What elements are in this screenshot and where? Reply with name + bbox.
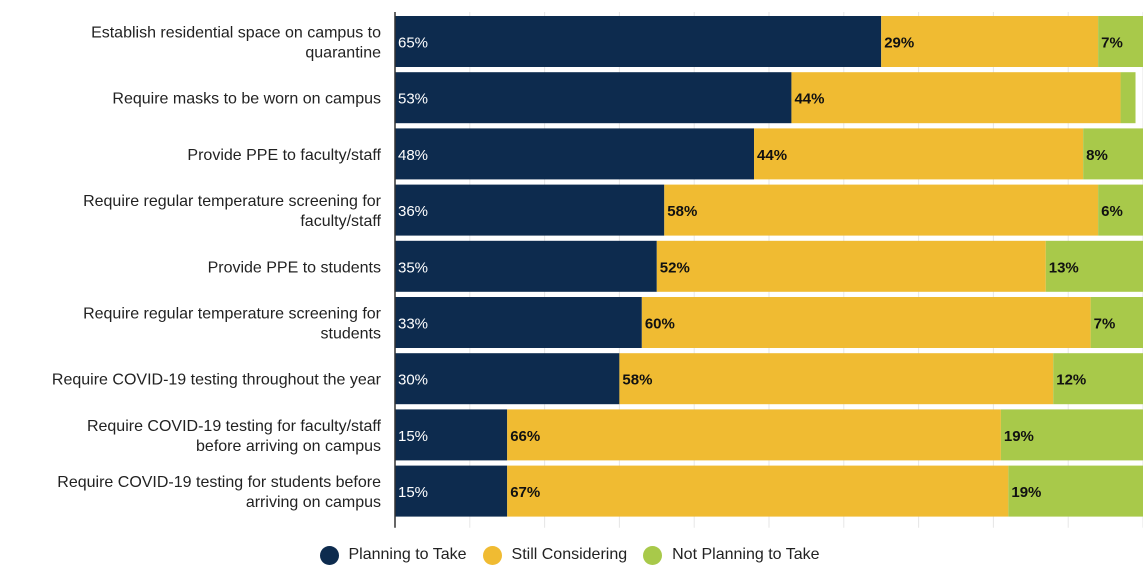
bar-value-label: 48%	[398, 147, 428, 164]
category-label-line: Require COVID-19 testing throughout the …	[52, 372, 382, 389]
bar-not-planning-segment	[1008, 465, 1143, 517]
bar-value-label: 15%	[398, 484, 428, 501]
legend-swatch-planning	[319, 545, 339, 565]
bar-value-label: 6%	[1101, 203, 1123, 220]
bar-value-label: 7%	[1094, 316, 1116, 333]
category-label-line: students	[321, 326, 381, 343]
bar-value-label: 52%	[660, 259, 690, 276]
bar-value-label: 35%	[398, 259, 428, 276]
category-label-line: Establish residential space on campus to	[91, 25, 381, 42]
legend-label-planning: Planning to Take	[348, 546, 467, 563]
bar-value-label: 15%	[398, 428, 428, 445]
category-label-line: Require regular temperature screening fo…	[83, 193, 382, 210]
bar-considering-segment	[641, 297, 1091, 348]
bar-not-planning-segment	[1098, 184, 1143, 236]
bar-planning-segment	[395, 465, 508, 517]
bar-value-label: 65%	[398, 35, 428, 52]
bar-not-planning-segment	[1045, 240, 1143, 292]
bar-value-label: 44%	[757, 147, 787, 164]
legend-item-planning: Planning to Take	[319, 545, 467, 565]
category-label: Provide PPE to students	[208, 259, 381, 276]
bar-considering-segment	[656, 240, 1046, 292]
bar-planning-segment	[395, 72, 792, 124]
bar-value-label: 60%	[645, 316, 675, 333]
bars: 65% 29% 7% 53% 44% 48% 44% 8% 36% 58% 6% 35% 52% 13% 3…	[395, 16, 1143, 517]
bar-considering-segment	[754, 128, 1084, 180]
category-label: Establish residential space on campus to…	[91, 25, 381, 62]
bar-value-label: 66%	[510, 428, 540, 445]
bar-not-planning-segment	[1053, 353, 1143, 405]
legend-item-not-planning: Not Planning to Take	[643, 545, 820, 565]
legend-swatch-considering	[482, 545, 502, 565]
category-label: Provide PPE to faculty/staff	[187, 147, 381, 164]
bar-planning-segment	[395, 184, 665, 236]
bar-planning-segment	[395, 128, 755, 180]
bar-considering-segment	[881, 16, 1099, 67]
bar-value-label: 44%	[794, 91, 824, 108]
category-label-line: Require COVID-19 testing for faculty/sta…	[87, 418, 382, 435]
bar-considering-segment	[664, 184, 1099, 236]
category-label-line: Provide PPE to faculty/staff	[187, 147, 381, 164]
bar-not-planning-segment	[1083, 128, 1143, 180]
bar-considering-segment	[507, 409, 1001, 461]
bar-value-label: 53%	[398, 91, 428, 108]
bar-value-label: 8%	[1086, 147, 1108, 164]
category-label: Require regular temperature screening fo…	[83, 306, 382, 343]
bar-value-label: 67%	[510, 484, 540, 501]
legend-label-not-planning: Not Planning to Take	[672, 546, 820, 563]
bar-planning-segment	[395, 240, 657, 292]
bar-planning-segment	[395, 16, 882, 67]
legend-item-considering: Still Considering	[482, 545, 628, 565]
bar-not-planning-segment	[1000, 409, 1143, 461]
category-label-line: before arriving on campus	[196, 438, 381, 455]
category-label: Require COVID-19 testing throughout the …	[52, 372, 382, 389]
category-label-line: Require COVID-19 testing for students be…	[57, 474, 381, 491]
bar-value-label: 33%	[398, 316, 428, 333]
category-label: Require masks to be worn on campus	[112, 91, 381, 108]
category-label-line: arriving on campus	[246, 494, 381, 511]
bar-planning-segment	[395, 353, 620, 405]
bar-planning-segment	[395, 297, 642, 348]
category-label: Require regular temperature screening fo…	[83, 193, 382, 230]
bar-not-planning-segment	[1120, 72, 1136, 124]
bar-considering-segment	[791, 72, 1121, 124]
bar-value-label: 58%	[667, 203, 697, 220]
bar-value-label: 30%	[398, 372, 428, 389]
bar-not-planning-segment	[1090, 297, 1143, 348]
category-label-line: Require masks to be worn on campus	[112, 91, 381, 108]
bar-value-label: 19%	[1011, 484, 1041, 501]
legend: Planning to Take Still Considering Not P…	[0, 544, 1143, 566]
category-label: Require COVID-19 testing for students be…	[57, 474, 381, 511]
bar-value-label: 7%	[1101, 35, 1123, 52]
bar-value-label: 19%	[1004, 428, 1034, 445]
bar-value-label: 12%	[1056, 372, 1086, 389]
bar-planning-segment	[395, 409, 508, 461]
category-label-line: Require regular temperature screening fo…	[83, 306, 382, 323]
category-label-line: faculty/staff	[300, 213, 381, 230]
bar-not-planning-segment	[1098, 16, 1143, 67]
category-label: Require COVID-19 testing for faculty/sta…	[87, 418, 382, 455]
category-label-line: quarantine	[305, 45, 381, 62]
category-label-line: Provide PPE to students	[208, 259, 381, 276]
category-labels: Establish residential space on campus to…	[52, 25, 382, 512]
bar-considering-segment	[507, 465, 1009, 517]
legend-label-considering: Still Considering	[511, 546, 628, 563]
bar-value-label: 58%	[622, 372, 652, 389]
bar-value-label: 29%	[884, 35, 914, 52]
bar-considering-segment	[619, 353, 1054, 405]
bar-value-label: 13%	[1049, 259, 1079, 276]
legend-swatch-not-planning	[643, 545, 663, 565]
bar-value-label: 36%	[398, 203, 428, 220]
